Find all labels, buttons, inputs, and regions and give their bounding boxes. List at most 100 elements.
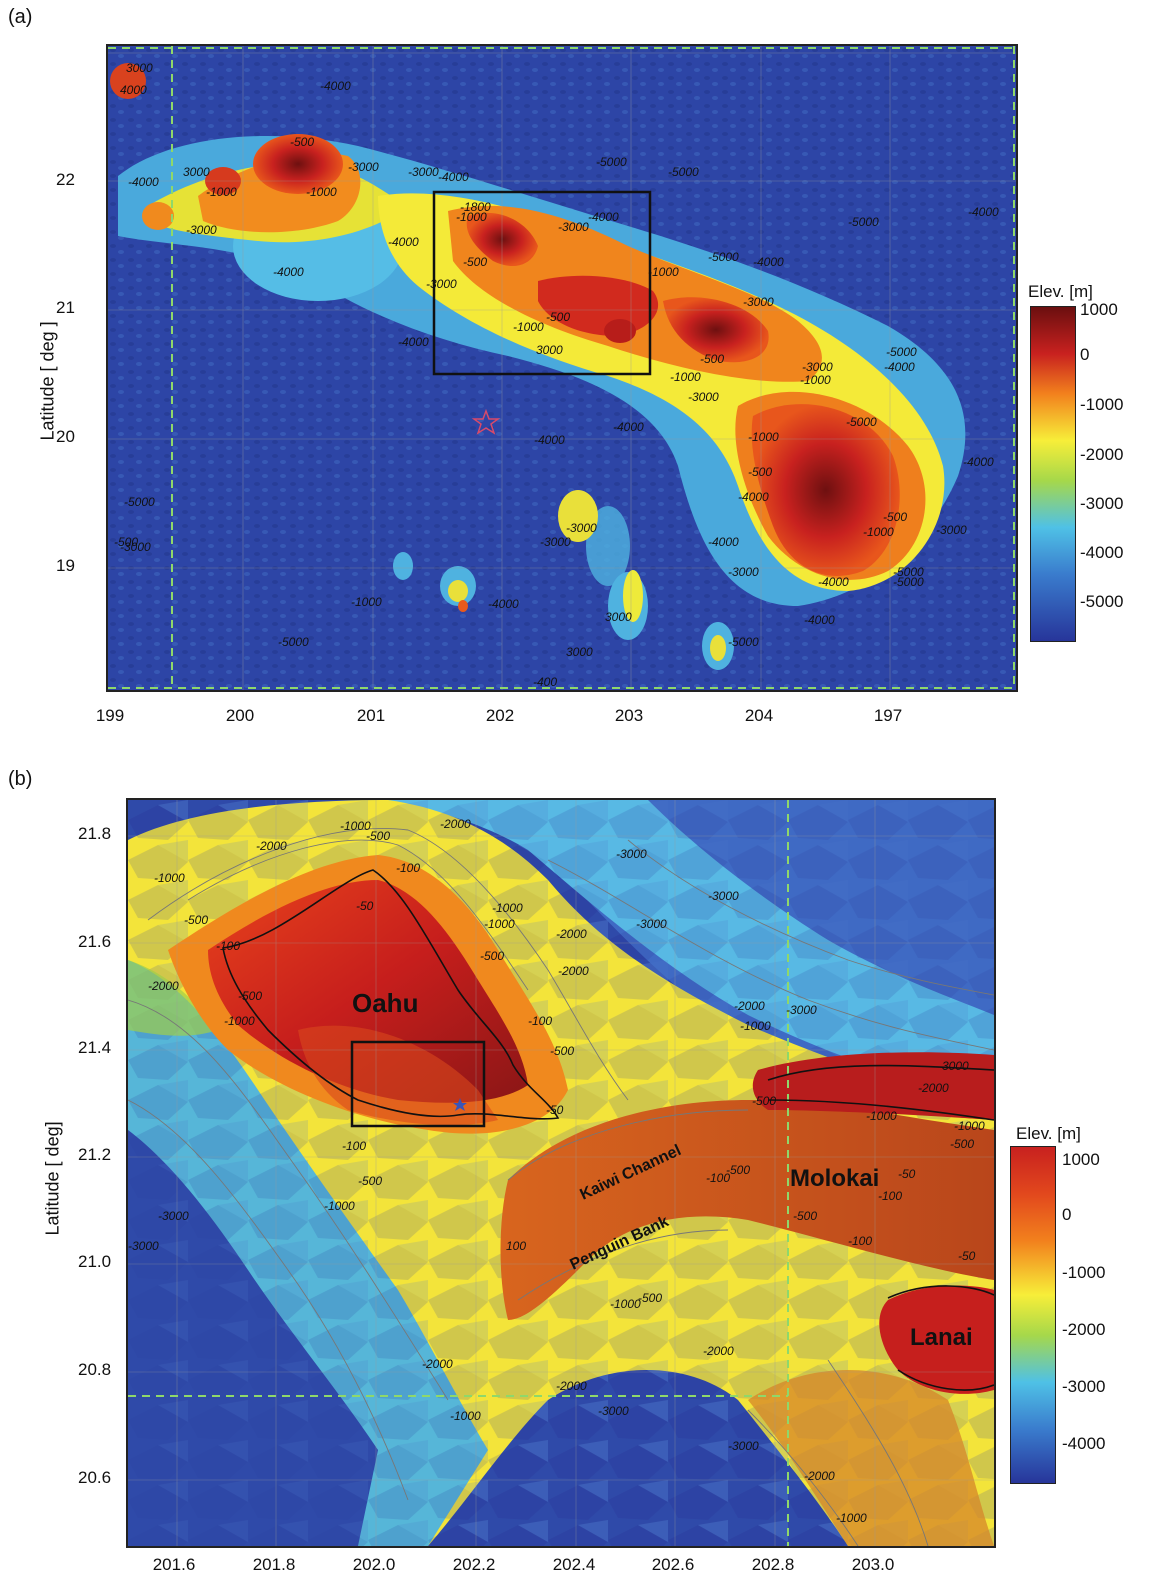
svg-text:-500: -500 [546, 310, 570, 324]
svg-text:3000: 3000 [605, 610, 632, 624]
lanai-island-b [879, 1285, 994, 1394]
svg-text:-5000: -5000 [124, 495, 155, 509]
panel-a-cbar-tick: -2000 [1080, 445, 1124, 464]
lanai-island [604, 319, 636, 343]
svg-text:-2000: -2000 [556, 1379, 587, 1393]
label-molokai: Molokai [790, 1165, 879, 1192]
svg-text:-2000: -2000 [804, 1469, 835, 1483]
panel-b-cbar-tick: 1000 [1062, 1150, 1100, 1169]
panel-b-ytick: 21.6 [78, 932, 112, 951]
svg-text:-500: -500 [726, 1163, 750, 1177]
panel-a-xtick: 199 [95, 706, 125, 725]
panel-b-cbar-tick: 0 [1062, 1205, 1072, 1224]
svg-text:-3000: -3000 [566, 521, 597, 535]
svg-text:-4000: -4000 [738, 490, 769, 504]
svg-text:-4000: -4000 [588, 210, 619, 224]
panel-b-colorbar [1010, 1146, 1056, 1484]
svg-text:-100: -100 [342, 1139, 366, 1153]
svg-text:-4000: -4000 [968, 205, 999, 219]
nw-island [110, 63, 146, 99]
svg-text:-1000: -1000 [513, 320, 544, 334]
panel-a-ytick: 19 [56, 556, 75, 575]
svg-text:-1800: -1800 [460, 200, 491, 214]
svg-text:-4000: -4000 [320, 79, 351, 93]
panel-b-xtick: 201.8 [252, 1555, 296, 1574]
svg-text:-100: -100 [706, 1171, 730, 1185]
panel-a-xtick: 203 [614, 706, 644, 725]
svg-text:-4000: -4000 [273, 265, 304, 279]
svg-text:-1000: -1000 [224, 1014, 255, 1028]
svg-text:-5000: -5000 [708, 250, 739, 264]
svg-text:-5000: -5000 [893, 575, 924, 589]
svg-text:-500: -500 [752, 1094, 776, 1108]
svg-text:-1000: -1000 [748, 430, 779, 444]
svg-text:-2000: -2000 [148, 979, 179, 993]
panel-b-map-svg: Oahu Molokai Lanai Kaiwi Channel Penguin… [128, 800, 994, 1546]
graticule [108, 46, 1016, 690]
svg-text:-500: -500 [463, 255, 487, 269]
svg-text:-3000: -3000 [743, 295, 774, 309]
land-layer [110, 63, 900, 576]
svg-text:-3000: -3000 [426, 277, 457, 291]
svg-text:-5000: -5000 [893, 565, 924, 579]
svg-text:4000: 4000 [120, 83, 147, 97]
svg-text:-3000: -3000 [616, 847, 647, 861]
panel-b-cbar-tick: -4000 [1062, 1434, 1106, 1453]
svg-text:-1000: -1000 [456, 210, 487, 224]
panel-a-cbar-tick: -1000 [1080, 395, 1124, 414]
panel-b-ytick: 20.6 [78, 1468, 112, 1487]
panel-b-cbar-tick: -1000 [1062, 1263, 1106, 1282]
svg-text:-1000: -1000 [306, 185, 337, 199]
svg-text:100: 100 [506, 1239, 526, 1253]
penguin-bank [500, 1100, 994, 1320]
svg-text:-3000: -3000 [802, 360, 833, 374]
panel-b-ytick: 21.2 [78, 1145, 112, 1164]
svg-text:-4000: -4000 [818, 575, 849, 589]
svg-text:-5000: -5000 [846, 415, 877, 429]
panel-a-xtick: 204 [744, 706, 774, 725]
svg-text:-1000: -1000 [206, 185, 237, 199]
svg-text:-3000: -3000 [936, 523, 967, 537]
svg-text:-100: -100 [848, 1234, 872, 1248]
svg-text:-100: -100 [878, 1189, 902, 1203]
svg-text:-2000: -2000 [918, 1081, 949, 1095]
contour-labels-b: -2000 -1000 -500 -2000 -3000 -1000 -100 … [128, 817, 985, 1525]
svg-text:-500: -500 [358, 1174, 382, 1188]
oahu-south [298, 1025, 498, 1126]
svg-text:-50: -50 [546, 1103, 564, 1117]
coastlines-b [222, 869, 994, 1391]
svg-text:-3000: -3000 [558, 220, 589, 234]
panel-b-xtick: 202.0 [352, 1555, 396, 1574]
svg-text:-1000: -1000 [340, 819, 371, 833]
svg-text:-1000: -1000 [154, 871, 185, 885]
svg-text:-500: -500 [290, 135, 314, 149]
svg-text:-100: -100 [396, 861, 420, 875]
panel-a-ytick: 22 [56, 170, 75, 189]
svg-text:-1000: -1000 [484, 917, 515, 931]
svg-text:-5000: -5000 [886, 345, 917, 359]
svg-text:-3000: -3000 [186, 223, 217, 237]
svg-text:-2000: -2000 [556, 927, 587, 941]
svg-text:-500: -500 [550, 1044, 574, 1058]
panel-a-cbar-tick: -5000 [1080, 592, 1124, 611]
svg-text:-3000: -3000 [728, 1439, 759, 1453]
svg-text:-500: -500 [748, 465, 772, 479]
panel-a-cbar-tick: 1000 [1080, 300, 1118, 319]
svg-text:3000: 3000 [536, 343, 563, 357]
svg-text:-5000: -5000 [596, 155, 627, 169]
svg-text:-2000: -2000 [734, 999, 765, 1013]
svg-text:-3000: -3000 [708, 889, 739, 903]
panel-a-cbar-tick: -3000 [1080, 494, 1124, 513]
svg-text:-1000: -1000 [450, 1409, 481, 1423]
svg-text:-4000: -4000 [753, 255, 784, 269]
svg-text:-50: -50 [958, 1249, 976, 1263]
domain-boundary-b [128, 800, 789, 1546]
oahu-island [466, 212, 538, 266]
svg-text:-2000: -2000 [440, 817, 471, 831]
panel-a-cbar-tick: 0 [1080, 345, 1090, 364]
svg-text:-5000: -5000 [278, 635, 309, 649]
svg-text:-500: -500 [480, 949, 504, 963]
svg-text:-5000: -5000 [668, 165, 699, 179]
svg-text:-3000: -3000 [158, 1209, 189, 1223]
panel-a-xtick: 197 [873, 706, 903, 725]
